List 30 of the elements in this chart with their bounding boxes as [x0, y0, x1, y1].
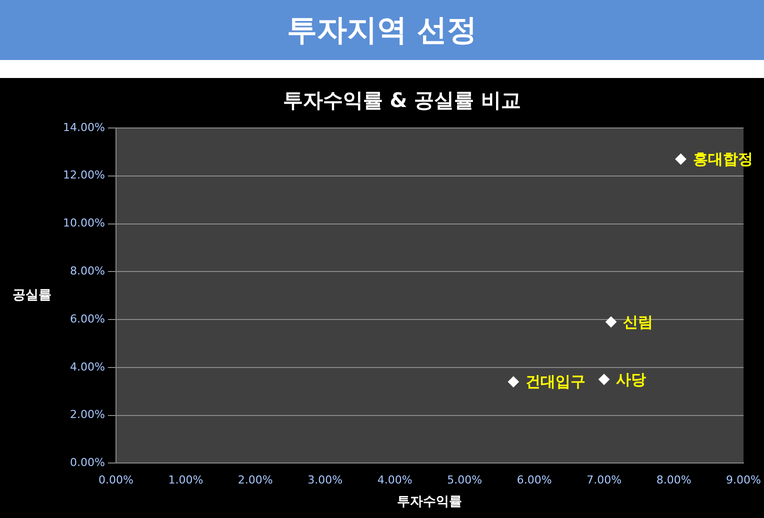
point	[508, 376, 519, 388]
point	[606, 316, 617, 328]
x-tick-label: 5.00%	[447, 474, 482, 487]
x-tick-label: 0.00%	[98, 474, 134, 487]
chart-subtitle: 투자수익률 & 공실률 비교	[282, 88, 522, 112]
x-tick-label: 9.00%	[726, 474, 762, 487]
x-tick-label: 4.00%	[377, 474, 412, 487]
y-tick-label: 8.00%	[70, 264, 105, 278]
x-tick-label: 2.00%	[238, 474, 273, 487]
y-tick-label: 10.00%	[62, 216, 105, 230]
y-tick-label: 6.00%	[70, 312, 105, 326]
x-tick-label: 8.00%	[656, 474, 692, 487]
point	[598, 374, 610, 385]
x-tick-label: 6.00%	[516, 474, 552, 487]
y-tick-label: 4.00%	[70, 360, 105, 374]
y-tick-label: 14.00%	[62, 120, 105, 134]
annotation: 건대입구	[525, 372, 586, 391]
y-axis-title: 공실률	[12, 288, 52, 303]
x-tick-label: 7.00%	[586, 474, 622, 487]
x-tick-label: 3.00%	[308, 474, 343, 487]
x-tick-label: 1.00%	[168, 474, 204, 487]
annotation: 신림	[623, 312, 654, 331]
x-axis-title: 투자수익률	[397, 494, 462, 510]
y-tick-label: 12.00%	[62, 168, 105, 182]
y-tick-label: 0.00%	[70, 456, 105, 470]
point	[675, 154, 686, 165]
chart-title: 투자지역 선정	[0, 0, 764, 60]
y-tick-label: 2.00%	[70, 408, 105, 422]
annotation: 사당	[616, 370, 646, 388]
annotation: 홍대합정	[692, 150, 753, 168]
